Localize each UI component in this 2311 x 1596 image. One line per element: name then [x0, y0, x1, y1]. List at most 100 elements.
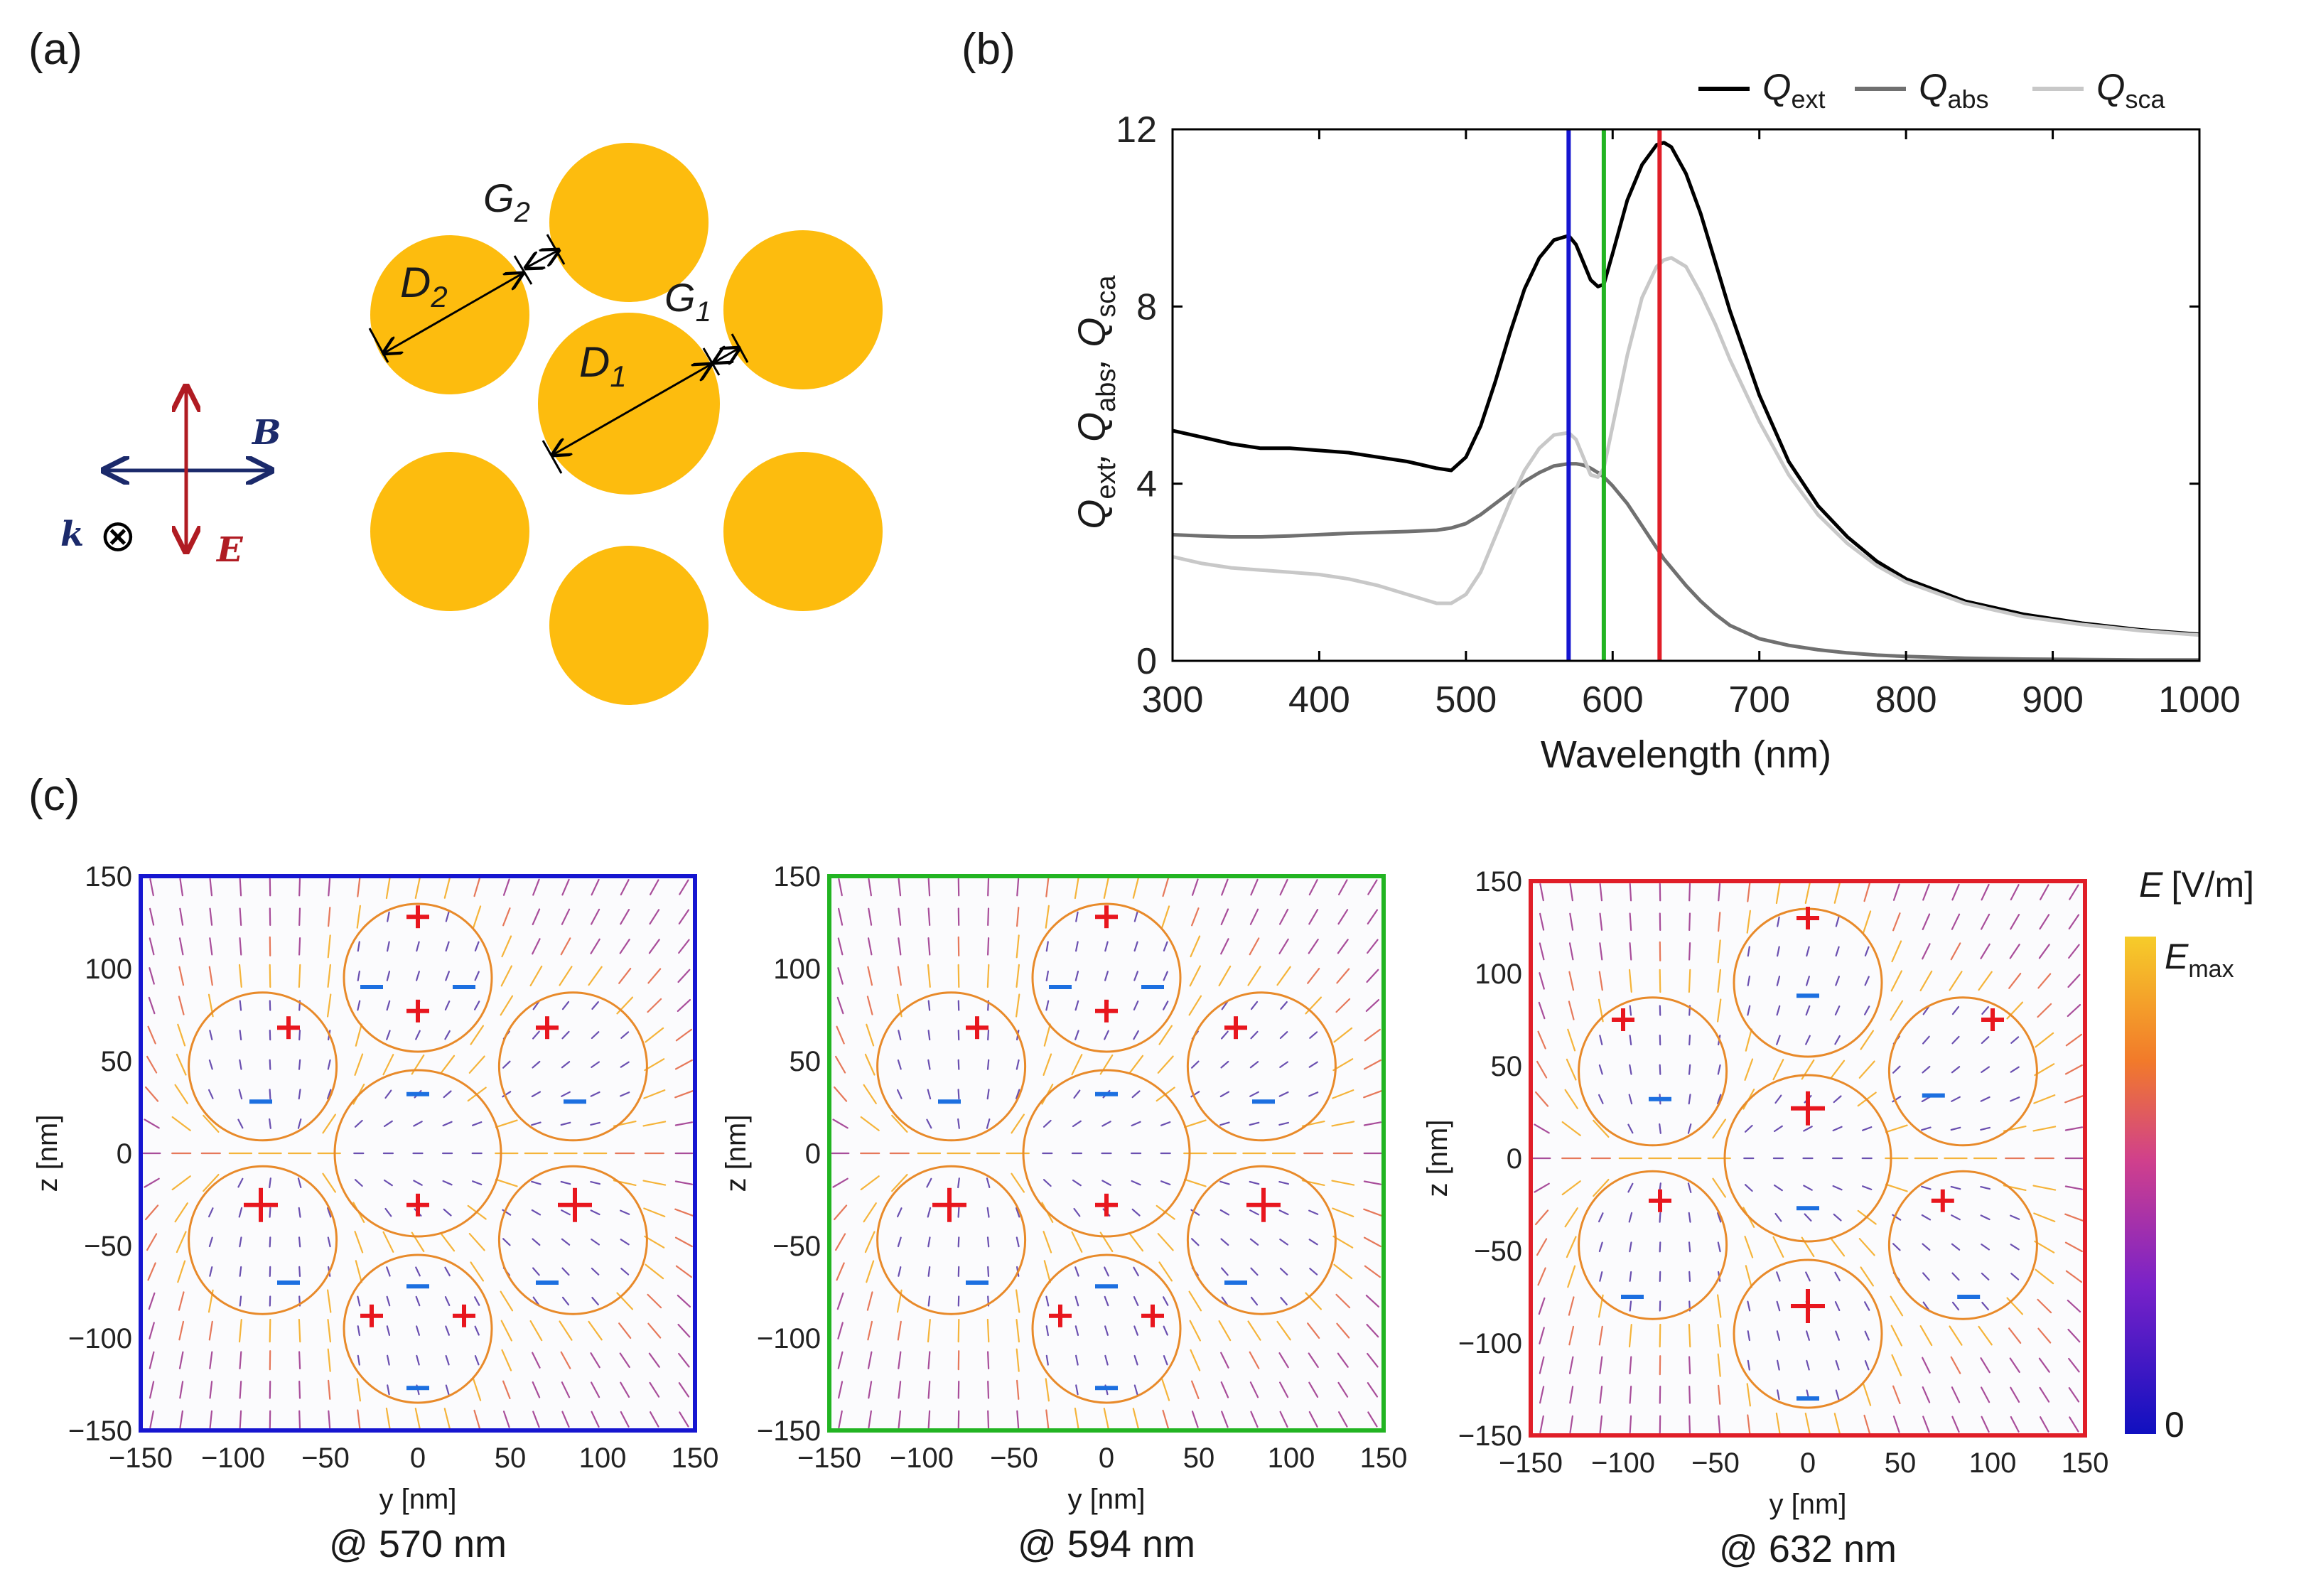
- field-vector: [413, 1180, 423, 1186]
- field-vector: [1949, 1325, 1963, 1346]
- field-vector: [1564, 1089, 1578, 1109]
- field-vector: [837, 937, 844, 956]
- field-vector: [1717, 1094, 1722, 1105]
- field-vector: [1219, 1091, 1230, 1098]
- positive-charge-icon: [1141, 1304, 1164, 1327]
- field-vector: [1278, 1209, 1289, 1216]
- field-vector: [1628, 1212, 1633, 1223]
- field-vector: [473, 1001, 480, 1010]
- field-vector: [1367, 909, 1379, 925]
- field-vector: [177, 1260, 186, 1283]
- field-vector: [834, 1233, 846, 1251]
- field-vector: [1250, 1296, 1259, 1306]
- field-vector: [643, 1207, 666, 1218]
- field-vector: [1337, 1411, 1348, 1428]
- field-vector: [1599, 883, 1603, 902]
- field-vector: [529, 1320, 543, 1342]
- field-vector: [2010, 1273, 2020, 1280]
- field-vector: [529, 965, 543, 987]
- field-vector: [239, 1380, 242, 1399]
- field-vector: [1074, 1325, 1079, 1337]
- field-vector: [591, 1031, 600, 1040]
- particle-outline: [1887, 996, 2038, 1147]
- field-vector: [648, 939, 660, 954]
- z-tick-label: 50: [1491, 1051, 1523, 1082]
- field-vector: [1864, 1359, 1870, 1371]
- field-vector: [1133, 1295, 1139, 1307]
- particle-outline: [497, 1165, 648, 1315]
- colorbar-gradient: [2125, 937, 2156, 1434]
- field-vector: [647, 1293, 662, 1309]
- field-vector: [1045, 877, 1050, 897]
- field-vector: [1922, 943, 1931, 960]
- field-vector: [866, 996, 873, 1015]
- field-vector: [444, 1030, 451, 1040]
- field-vector: [1183, 1178, 1207, 1187]
- field-vector: [1075, 911, 1079, 922]
- field-vector: [1950, 942, 1961, 961]
- field-vector: [1922, 1272, 1930, 1281]
- field-vector: [644, 1058, 665, 1072]
- field-vector: [1892, 883, 1900, 901]
- positive-charge-icon: [1796, 907, 1819, 929]
- field-vector: [1569, 883, 1573, 902]
- d2-arrow: [384, 274, 522, 353]
- x-tick-label: 1000: [2158, 679, 2241, 721]
- x-tick-label: 700: [1728, 679, 1790, 721]
- field-vector: [678, 909, 690, 925]
- field-vector: [500, 1290, 514, 1312]
- field-vector: [1951, 1066, 1961, 1074]
- field-vector: [1221, 1411, 1229, 1428]
- field-vector: [2032, 1185, 2057, 1191]
- series-line-abs: [1172, 462, 2199, 662]
- field-vector: [645, 1027, 664, 1043]
- field-vector: [1712, 1118, 1726, 1139]
- field-vector: [1863, 910, 1872, 934]
- field-vector: [619, 938, 630, 954]
- field-vector: [1308, 938, 1319, 954]
- field-vector: [414, 1407, 421, 1431]
- field-vector: [1537, 1030, 1546, 1050]
- field-vector: [174, 1084, 188, 1104]
- field-vector: [1981, 1005, 1989, 1015]
- field-vector: [1045, 941, 1049, 952]
- field-vector: [1567, 1265, 1576, 1288]
- field-vector: [1981, 1386, 1991, 1403]
- particle-outline: [1031, 902, 1182, 1053]
- field-vector: [1333, 1027, 1353, 1043]
- field-vector: [327, 1207, 332, 1218]
- field-vector: [1777, 916, 1780, 927]
- legend-symbol: Q: [1762, 67, 1791, 108]
- field-vector: [1745, 1028, 1752, 1052]
- field-vector: [1276, 1320, 1291, 1341]
- field-vector: [531, 1209, 542, 1216]
- field-vector: [444, 1000, 451, 1011]
- k-into-page-icon: ⊗: [99, 509, 136, 561]
- field-vector: [1249, 937, 1260, 956]
- field-vector: [1864, 1330, 1870, 1341]
- field-vector: [1162, 1409, 1170, 1430]
- field-vector: [927, 1089, 932, 1100]
- field-vector: [354, 1230, 364, 1253]
- field-vector: [2010, 1066, 2020, 1073]
- field-vector: [298, 1266, 301, 1278]
- field-vector: [590, 908, 600, 925]
- field-vector: [1922, 1065, 1931, 1074]
- panel-c-label: (c): [28, 771, 80, 820]
- field-vector: [1104, 1266, 1109, 1277]
- map-x-label: y [nm]: [1068, 1484, 1146, 1515]
- field-vector: [1593, 1119, 1610, 1138]
- field-vector: [591, 1267, 600, 1276]
- field-vector: [1220, 1267, 1229, 1276]
- field-vector: [1074, 1295, 1079, 1307]
- field-vector: [1162, 877, 1170, 897]
- field-vector: [1363, 1059, 1381, 1070]
- field-vector: [834, 1055, 846, 1074]
- field-vector: [385, 875, 392, 900]
- field-vector: [354, 1179, 363, 1187]
- field-vector: [327, 1059, 331, 1070]
- g1-arrow: [714, 348, 739, 362]
- field-vector: [502, 1411, 510, 1428]
- field-vector: [1163, 971, 1168, 981]
